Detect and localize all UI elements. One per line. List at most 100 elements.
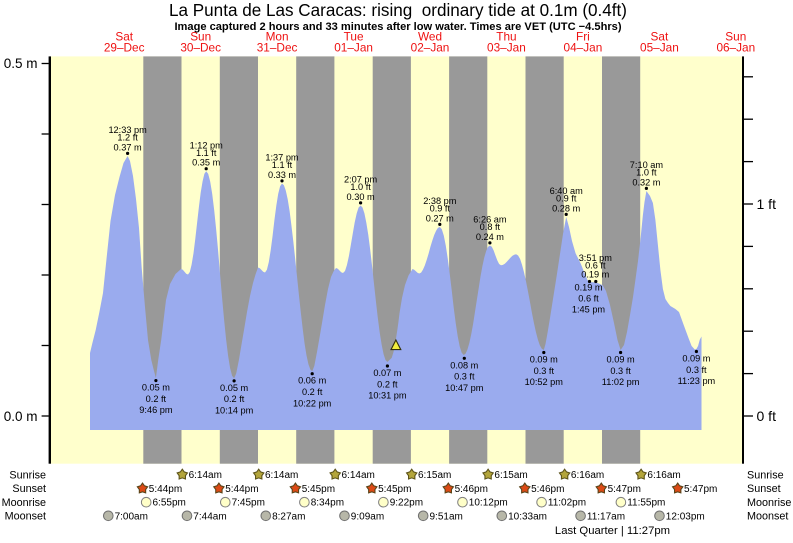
svg-text:0.2 ft: 0.2 ft bbox=[377, 379, 398, 389]
svg-text:01–Jan: 01–Jan bbox=[334, 40, 373, 54]
svg-text:12:33 pm: 12:33 pm bbox=[108, 125, 147, 135]
svg-text:1 ft: 1 ft bbox=[757, 196, 777, 212]
svg-text:0.3 ft: 0.3 ft bbox=[534, 366, 555, 376]
svg-text:10:12pm: 10:12pm bbox=[469, 498, 508, 509]
svg-text:0.33 m: 0.33 m bbox=[268, 170, 296, 180]
svg-text:Sun: Sun bbox=[190, 29, 211, 43]
svg-text:9:46 pm: 9:46 pm bbox=[139, 405, 173, 415]
svg-text:1.1 ft: 1.1 ft bbox=[272, 160, 293, 170]
svg-text:0.0 m: 0.0 m bbox=[4, 409, 38, 424]
svg-text:0.28 m: 0.28 m bbox=[552, 203, 580, 213]
svg-text:1.1 ft: 1.1 ft bbox=[196, 148, 217, 158]
svg-text:1:37 pm: 1:37 pm bbox=[265, 153, 299, 163]
svg-text:Mon: Mon bbox=[266, 29, 289, 43]
svg-text:2:07 pm: 2:07 pm bbox=[344, 175, 378, 185]
svg-text:03–Jan: 03–Jan bbox=[487, 40, 526, 54]
svg-text:7:45pm: 7:45pm bbox=[232, 498, 265, 509]
svg-text:0 ft: 0 ft bbox=[757, 408, 777, 424]
svg-text:5:45pm: 5:45pm bbox=[378, 484, 411, 495]
svg-text:6:15am: 6:15am bbox=[494, 470, 527, 481]
svg-text:8:34pm: 8:34pm bbox=[311, 498, 344, 509]
svg-text:0.05 m: 0.05 m bbox=[220, 383, 248, 393]
svg-text:11:02pm: 11:02pm bbox=[548, 498, 586, 509]
svg-text:6:14am: 6:14am bbox=[342, 470, 375, 481]
svg-text:Sat: Sat bbox=[115, 29, 133, 43]
svg-text:Sunset: Sunset bbox=[12, 483, 46, 495]
svg-text:0.06 m: 0.06 m bbox=[298, 376, 326, 386]
svg-text:11:02 pm: 11:02 pm bbox=[602, 377, 640, 387]
svg-text:1.0 ft: 1.0 ft bbox=[350, 182, 371, 192]
svg-text:5:46pm: 5:46pm bbox=[455, 484, 488, 495]
svg-text:7:10 am: 7:10 am bbox=[630, 160, 664, 170]
svg-text:Sunset: Sunset bbox=[747, 483, 781, 495]
svg-text:29–Dec: 29–Dec bbox=[104, 40, 145, 54]
svg-text:05–Jan: 05–Jan bbox=[640, 40, 679, 54]
svg-text:0.9 ft: 0.9 ft bbox=[430, 204, 451, 214]
svg-text:0.6 ft: 0.6 ft bbox=[578, 294, 599, 304]
svg-text:5:44pm: 5:44pm bbox=[149, 484, 182, 495]
svg-text:0.2 ft: 0.2 ft bbox=[302, 387, 323, 397]
svg-text:10:14 pm: 10:14 pm bbox=[215, 406, 254, 416]
svg-text:0.3 ft: 0.3 ft bbox=[686, 365, 707, 375]
svg-text:0.30 m: 0.30 m bbox=[347, 192, 375, 202]
svg-text:04–Jan: 04–Jan bbox=[564, 40, 603, 54]
svg-text:Moonset: Moonset bbox=[5, 511, 46, 523]
svg-text:11:23 pm: 11:23 pm bbox=[678, 376, 716, 386]
svg-text:0.8 ft: 0.8 ft bbox=[480, 222, 501, 232]
svg-text:30–Dec: 30–Dec bbox=[180, 40, 221, 54]
svg-text:0.32 m: 0.32 m bbox=[632, 177, 660, 187]
svg-text:6:14am: 6:14am bbox=[189, 470, 222, 481]
svg-text:0.09 m: 0.09 m bbox=[682, 354, 710, 364]
svg-text:1.0 ft: 1.0 ft bbox=[636, 168, 657, 178]
svg-text:6:16am: 6:16am bbox=[647, 470, 680, 481]
svg-text:5:47pm: 5:47pm bbox=[608, 484, 641, 495]
svg-text:10:22 pm: 10:22 pm bbox=[293, 398, 332, 408]
svg-text:Image captured 2 hours and 33: Image captured 2 hours and 33 minutes af… bbox=[174, 21, 621, 33]
svg-text:5:46pm: 5:46pm bbox=[531, 484, 564, 495]
svg-text:5:44pm: 5:44pm bbox=[225, 484, 258, 495]
svg-text:1.2 ft: 1.2 ft bbox=[117, 133, 138, 143]
svg-text:Wed: Wed bbox=[418, 29, 442, 43]
svg-text:0.24 m: 0.24 m bbox=[476, 232, 504, 242]
svg-text:10:33am: 10:33am bbox=[508, 511, 547, 522]
svg-text:0.9 ft: 0.9 ft bbox=[556, 194, 577, 204]
svg-text:Moonrise: Moonrise bbox=[2, 497, 46, 509]
svg-text:7:44am: 7:44am bbox=[193, 511, 226, 522]
svg-text:0.35 m: 0.35 m bbox=[192, 158, 220, 168]
svg-text:6:16am: 6:16am bbox=[571, 470, 604, 481]
svg-text:0.07 m: 0.07 m bbox=[373, 368, 401, 378]
svg-text:8:27am: 8:27am bbox=[272, 511, 305, 522]
svg-text:02–Jan: 02–Jan bbox=[411, 40, 450, 54]
svg-text:0.2 ft: 0.2 ft bbox=[146, 394, 167, 404]
svg-text:06–Jan: 06–Jan bbox=[716, 40, 755, 54]
svg-text:9:22pm: 9:22pm bbox=[390, 498, 423, 509]
svg-text:La Punta de Las Caracas: risin: La Punta de Las Caracas: rising ordinary… bbox=[169, 1, 627, 20]
svg-text:6:26 am: 6:26 am bbox=[473, 215, 507, 225]
svg-text:2:38 pm: 2:38 pm bbox=[423, 196, 457, 206]
svg-text:11:17am: 11:17am bbox=[587, 511, 625, 522]
svg-text:31–Dec: 31–Dec bbox=[257, 40, 298, 54]
svg-text:Sunrise: Sunrise bbox=[9, 469, 46, 481]
svg-text:Moonrise: Moonrise bbox=[747, 497, 791, 509]
svg-text:5:47pm: 5:47pm bbox=[684, 484, 717, 495]
svg-text:Sunrise: Sunrise bbox=[747, 469, 784, 481]
svg-text:12:03pm: 12:03pm bbox=[666, 511, 705, 522]
svg-text:0.09 m: 0.09 m bbox=[607, 355, 635, 365]
svg-text:0.3 ft: 0.3 ft bbox=[454, 372, 475, 382]
svg-text:Sat: Sat bbox=[651, 29, 669, 43]
svg-text:0.3 ft: 0.3 ft bbox=[610, 366, 631, 376]
svg-text:5:45pm: 5:45pm bbox=[302, 484, 335, 495]
svg-text:6:15am: 6:15am bbox=[418, 470, 451, 481]
svg-text:7:00am: 7:00am bbox=[115, 511, 148, 522]
svg-text:6:55pm: 6:55pm bbox=[153, 498, 186, 509]
svg-text:10:52 pm: 10:52 pm bbox=[525, 377, 564, 387]
svg-text:Sun: Sun bbox=[725, 29, 746, 43]
svg-text:0.09 m: 0.09 m bbox=[530, 355, 558, 365]
svg-text:Tue: Tue bbox=[344, 29, 364, 43]
svg-text:0.19 m: 0.19 m bbox=[581, 270, 609, 280]
svg-text:Moonset: Moonset bbox=[747, 511, 788, 523]
svg-text:10:31 pm: 10:31 pm bbox=[368, 391, 407, 401]
svg-text:0.5 m: 0.5 m bbox=[4, 56, 38, 71]
svg-text:0.27 m: 0.27 m bbox=[426, 213, 454, 223]
svg-text:0.37 m: 0.37 m bbox=[114, 142, 142, 152]
